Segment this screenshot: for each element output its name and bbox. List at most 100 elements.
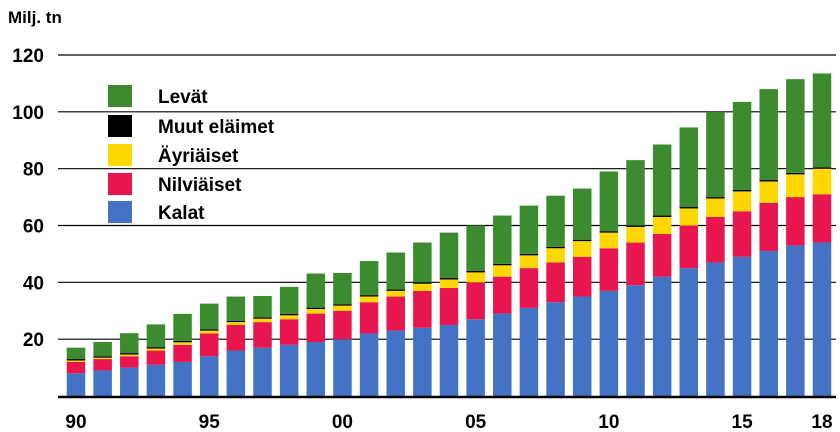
bar-1993--yri-iset xyxy=(146,348,166,351)
bar-2009-nilvi-iset xyxy=(572,256,592,297)
bar-2000-kalat xyxy=(333,339,352,396)
bar-2016-muut-el-imet xyxy=(759,180,778,182)
bar-2004-muut-el-imet xyxy=(439,278,459,280)
bar-1999-nilvi-iset xyxy=(306,313,326,343)
bar-2008-nilvi-iset xyxy=(546,262,565,303)
bar-1990-nilvi-iset xyxy=(66,361,86,374)
bar-2012-nilvi-iset xyxy=(652,234,672,277)
bar-2000-lev-t xyxy=(333,272,352,305)
bar-1993-lev-t xyxy=(146,324,166,348)
bar-1998-nilvi-iset xyxy=(279,319,299,345)
bar-1995--yri-iset xyxy=(199,330,219,334)
bar-2007-muut-el-imet xyxy=(519,253,539,256)
bar-2008-lev-t xyxy=(546,195,565,247)
bar-1997-lev-t xyxy=(253,295,272,318)
bar-2000--yri-iset xyxy=(333,305,352,311)
bar-1995-kalat xyxy=(199,356,219,396)
bar-2005--yri-iset xyxy=(466,272,485,283)
bar-2006-kalat xyxy=(493,313,512,396)
bar-2002--yri-iset xyxy=(386,290,405,297)
bar-1992-kalat xyxy=(120,367,139,396)
bar-2015-kalat xyxy=(732,256,752,396)
bar-2005-muut-el-imet xyxy=(466,270,485,273)
bar-1995-nilvi-iset xyxy=(199,333,219,357)
bar-1990--yri-iset xyxy=(66,360,86,362)
bar-2014-nilvi-iset xyxy=(706,216,725,263)
bar-2017--yri-iset xyxy=(786,174,805,198)
bar-2002-nilvi-iset xyxy=(386,296,405,331)
bar-2005-kalat xyxy=(466,319,485,396)
bar-2012-muut-el-imet xyxy=(652,215,672,217)
bar-2014--yri-iset xyxy=(706,198,725,217)
x-tick-label-18: 18 xyxy=(811,412,832,432)
bar-2009-lev-t xyxy=(572,188,592,240)
y-tick-label-60: 60 xyxy=(23,217,44,238)
bar-2010-muut-el-imet xyxy=(599,231,619,233)
bar-2007-lev-t xyxy=(519,205,539,254)
y-tick-label-20: 20 xyxy=(23,330,44,351)
legend-swatch--yri-iset xyxy=(108,144,132,166)
bar-1997--yri-iset xyxy=(253,318,272,323)
bar-2012-lev-t xyxy=(652,144,672,216)
bar-2006-lev-t xyxy=(493,215,512,264)
bar-1990-kalat xyxy=(66,373,86,396)
legend-swatch-nilvi-iset xyxy=(108,173,132,195)
bar-1993-muut-el-imet xyxy=(146,347,166,349)
legend-label-muut-el-imet: Muut eläimet xyxy=(158,117,275,138)
bar-2011-lev-t xyxy=(626,160,645,226)
bar-2010--yri-iset xyxy=(599,232,619,249)
bar-2001-muut-el-imet xyxy=(359,295,379,297)
bar-1997-muut-el-imet xyxy=(253,317,272,319)
bar-2009--yri-iset xyxy=(572,241,592,257)
bar-2011-muut-el-imet xyxy=(626,225,645,227)
legend-label-nilvi-iset: Nilviäiset xyxy=(158,175,242,196)
legend-label--yri-iset: Äyriäiset xyxy=(158,146,239,167)
bar-2007--yri-iset xyxy=(519,255,539,269)
bar-1996-nilvi-iset xyxy=(226,324,246,351)
bar-1992--yri-iset xyxy=(120,354,139,357)
bar-2004-kalat xyxy=(439,324,459,396)
bar-1998--yri-iset xyxy=(279,315,299,320)
bar-2007-nilvi-iset xyxy=(519,268,539,308)
bar-2016--yri-iset xyxy=(759,181,778,203)
bar-2000-nilvi-iset xyxy=(333,310,352,340)
bar-2011-nilvi-iset xyxy=(626,242,645,286)
bar-2012-kalat xyxy=(652,276,672,396)
bar-2010-nilvi-iset xyxy=(599,248,619,291)
y-axis-unit-label: Milj. tn xyxy=(8,8,62,27)
bar-1991-muut-el-imet xyxy=(93,356,112,358)
bar-1991--yri-iset xyxy=(93,357,112,360)
bar-2016-lev-t xyxy=(759,89,778,181)
bar-2017-muut-el-imet xyxy=(786,172,805,175)
bar-1996-lev-t xyxy=(226,296,246,321)
bar-2002-kalat xyxy=(386,330,405,396)
legend-label-lev-t: Levät xyxy=(158,87,208,108)
bar-1999-lev-t xyxy=(306,273,326,308)
bar-2015-nilvi-iset xyxy=(732,211,752,257)
bar-2003-muut-el-imet xyxy=(413,282,432,284)
bar-2013-muut-el-imet xyxy=(679,207,699,209)
bar-2003--yri-iset xyxy=(413,283,432,291)
bar-2018-muut-el-imet xyxy=(812,167,832,169)
bar-2013-lev-t xyxy=(679,127,699,208)
bar-2008--yri-iset xyxy=(546,248,565,263)
bar-1992-lev-t xyxy=(120,333,139,354)
bar-1990-muut-el-imet xyxy=(66,359,86,361)
bar-1992-muut-el-imet xyxy=(120,353,139,355)
bar-1991-kalat xyxy=(93,370,112,396)
bar-2018-nilvi-iset xyxy=(812,194,832,243)
y-tick-label-80: 80 xyxy=(23,160,44,181)
bar-2003-lev-t xyxy=(413,242,432,283)
bar-2018-kalat xyxy=(812,242,832,396)
bar-1995-lev-t xyxy=(199,303,219,330)
bar-1994-lev-t xyxy=(173,313,192,341)
bar-2001--yri-iset xyxy=(359,296,379,303)
x-tick-label-15: 15 xyxy=(732,412,754,432)
bar-2017-lev-t xyxy=(786,79,805,173)
bar-2006--yri-iset xyxy=(493,265,512,277)
bar-2017-kalat xyxy=(786,245,805,396)
bar-2015--yri-iset xyxy=(732,191,752,212)
bar-2001-lev-t xyxy=(359,261,379,296)
x-tick-label-90: 90 xyxy=(65,412,86,432)
bar-2002-muut-el-imet xyxy=(386,289,405,291)
